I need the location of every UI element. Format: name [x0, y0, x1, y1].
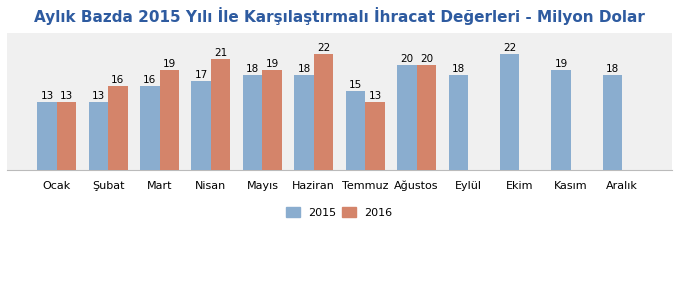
- Bar: [88, 102, 108, 170]
- Text: 18: 18: [606, 64, 619, 74]
- Bar: [294, 75, 314, 170]
- Text: 19: 19: [265, 59, 279, 69]
- Bar: [449, 75, 468, 170]
- Bar: [140, 86, 160, 170]
- Bar: [500, 54, 519, 170]
- Text: 21: 21: [214, 48, 227, 58]
- Bar: [314, 54, 333, 170]
- Bar: [397, 65, 417, 170]
- Bar: [365, 102, 385, 170]
- Text: 18: 18: [297, 64, 311, 74]
- Text: 13: 13: [40, 91, 54, 101]
- Text: 15: 15: [349, 80, 362, 90]
- Text: 13: 13: [60, 91, 73, 101]
- Text: 19: 19: [555, 59, 568, 69]
- Text: 20: 20: [420, 54, 433, 64]
- Title: Aylık Bazda 2015 Yılı İle Karşılaştırmalı İhracat Değerleri - Milyon Dolar: Aylık Bazda 2015 Yılı İle Karşılaştırmal…: [34, 7, 645, 25]
- Bar: [160, 70, 179, 170]
- Bar: [191, 81, 211, 170]
- Bar: [108, 86, 128, 170]
- Bar: [37, 102, 57, 170]
- Bar: [417, 65, 436, 170]
- Text: 13: 13: [368, 91, 382, 101]
- Text: 17: 17: [195, 70, 208, 79]
- Text: 18: 18: [246, 64, 259, 74]
- Text: 22: 22: [317, 43, 330, 53]
- Text: 16: 16: [143, 75, 156, 85]
- Bar: [243, 75, 262, 170]
- Bar: [346, 91, 365, 170]
- Text: 22: 22: [503, 43, 516, 53]
- Bar: [57, 102, 76, 170]
- Text: 13: 13: [92, 91, 105, 101]
- Legend: 2015, 2016: 2015, 2016: [282, 203, 397, 223]
- Bar: [551, 70, 571, 170]
- Bar: [211, 60, 230, 170]
- Bar: [262, 70, 282, 170]
- Text: 19: 19: [163, 59, 176, 69]
- Text: 16: 16: [111, 75, 124, 85]
- Bar: [603, 75, 622, 170]
- Text: 20: 20: [401, 54, 414, 64]
- Text: 18: 18: [452, 64, 465, 74]
